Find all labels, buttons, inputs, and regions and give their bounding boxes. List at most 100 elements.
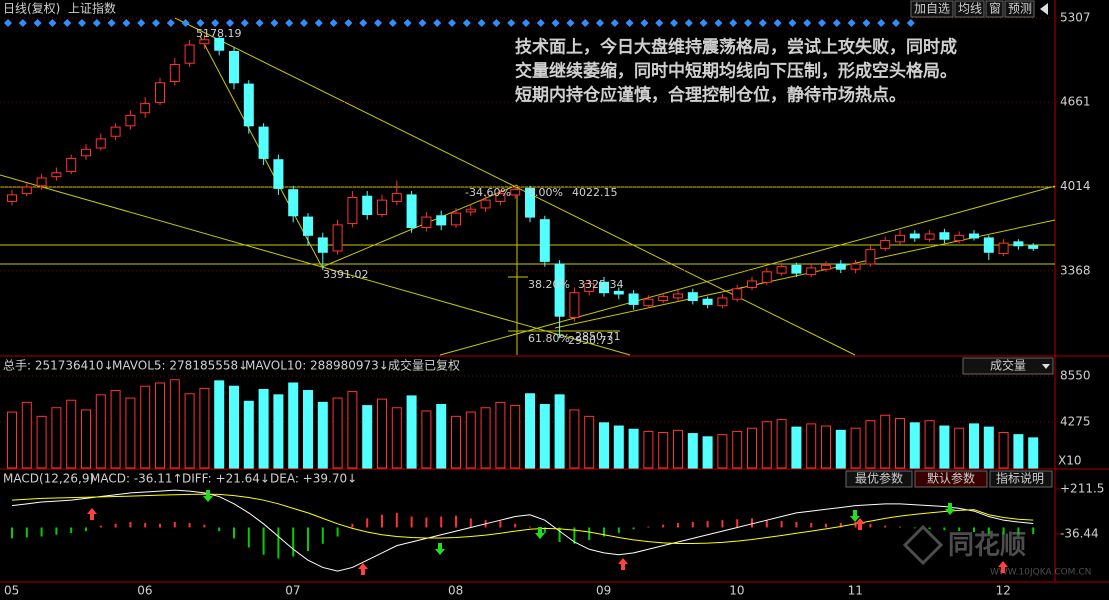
candle-body (776, 266, 787, 274)
candle-body (747, 280, 757, 288)
dropdown[interactable] (962, 357, 1054, 375)
y-tick-label: +211.5 (1060, 482, 1104, 496)
x-tick-label: 10 (729, 584, 744, 598)
candle-body (969, 233, 979, 239)
button-label[interactable]: 预测 (1008, 2, 1032, 16)
candle-body (835, 263, 846, 270)
legend-label: DEA: +39.70↓ (270, 472, 357, 486)
candle-body (732, 288, 743, 300)
event-marker (448, 19, 456, 27)
volume-bar (7, 411, 17, 469)
event-marker (699, 19, 708, 27)
event-marker (773, 19, 782, 27)
event-marker (714, 19, 723, 27)
dropdown-arrow[interactable] (1042, 364, 1050, 369)
candle-body (983, 237, 994, 253)
button-label[interactable]: 最优参数 (855, 471, 903, 486)
button-label[interactable]: 指标说明 (996, 471, 1044, 486)
y-tick-label: 4014 (1060, 179, 1091, 193)
volume-bar (954, 427, 965, 469)
dropdown-label[interactable]: 成交量 (990, 358, 1026, 373)
y-tick-label: -36.44 (1060, 527, 1099, 541)
volume-bar (95, 394, 106, 469)
event-marker (788, 19, 797, 27)
volume-bar (865, 420, 876, 469)
button[interactable] (914, 470, 988, 488)
commentary: 交量继续萎缩，同时中短期均线向下压制，形成空头格局。 (515, 61, 957, 82)
button[interactable] (1004, 0, 1035, 18)
event-marker (832, 19, 841, 27)
candle-body (377, 199, 387, 215)
volume-bar (317, 401, 328, 469)
volume-bar (51, 407, 62, 469)
volume-bar (880, 414, 891, 469)
volume-bar (525, 393, 535, 469)
volume-bar (806, 423, 817, 469)
volume-bar (658, 431, 669, 469)
candle-body (169, 64, 180, 82)
button[interactable] (989, 470, 1053, 488)
unit-label: X10 (1058, 454, 1082, 468)
candle-body (451, 212, 461, 226)
x-tick-label: 12 (996, 584, 1011, 598)
buy-signal (358, 563, 368, 575)
commentary: 短期内持仓应谨慎，合理控制仓位，静待市场热点。 (515, 85, 906, 106)
candle-body (702, 298, 713, 305)
volume-bar (66, 399, 77, 469)
x-tick-label: 11 (848, 584, 863, 598)
candle-body (539, 219, 550, 262)
x-tick-label: 09 (596, 584, 611, 598)
volume-bar (850, 427, 861, 469)
collapse-arrow[interactable] (1040, 3, 1048, 15)
candle-body (317, 237, 328, 253)
button[interactable] (910, 0, 954, 18)
candle-body (140, 103, 151, 114)
commentary: 技术面上，今日大盘维持震荡格局，尝试上攻失败，同时成 (515, 37, 957, 58)
trend-line (321, 184, 518, 268)
candle-body (421, 216, 432, 229)
annotation: 3391.02 (323, 268, 369, 281)
volume-bar (732, 430, 743, 469)
volume-bar (495, 401, 506, 469)
event-marker (18, 19, 27, 27)
candle-body (821, 264, 831, 270)
button-label[interactable]: 窗 (989, 2, 1001, 16)
volume-bar (761, 421, 772, 469)
volume-bar (125, 397, 136, 469)
candle-body (243, 83, 254, 127)
legend-label: MACD: -36.11↑ (90, 472, 183, 486)
event-marker (196, 19, 205, 27)
candle-body (761, 271, 772, 283)
event-marker (862, 19, 871, 27)
volume-bar (924, 420, 935, 469)
candle-body (95, 138, 106, 149)
volume-bar (969, 423, 979, 469)
event-marker (48, 19, 57, 27)
volume-bar (332, 397, 343, 469)
volume-bar (791, 426, 802, 469)
candle-body (495, 193, 506, 202)
candle-body (954, 234, 965, 242)
candle-body (1028, 245, 1039, 249)
button[interactable] (845, 470, 913, 488)
button-label[interactable]: 均线 (958, 2, 982, 16)
event-marker (581, 19, 590, 27)
event-marker (4, 19, 12, 27)
candle-body (125, 114, 136, 127)
event-marker (403, 19, 412, 27)
event-marker (758, 19, 767, 27)
button-label[interactable]: 默认参数 (927, 471, 975, 486)
button[interactable] (985, 0, 1004, 18)
volume-bar (687, 433, 698, 469)
event-marker (433, 19, 442, 27)
button-label[interactable]: 加自选 (914, 2, 950, 16)
candle-body (880, 240, 891, 249)
volume-bar (628, 428, 639, 469)
candle-body (465, 208, 476, 213)
sell-signal (850, 510, 860, 522)
y-tick-label: 5307 (1060, 11, 1091, 25)
button[interactable] (954, 0, 985, 18)
